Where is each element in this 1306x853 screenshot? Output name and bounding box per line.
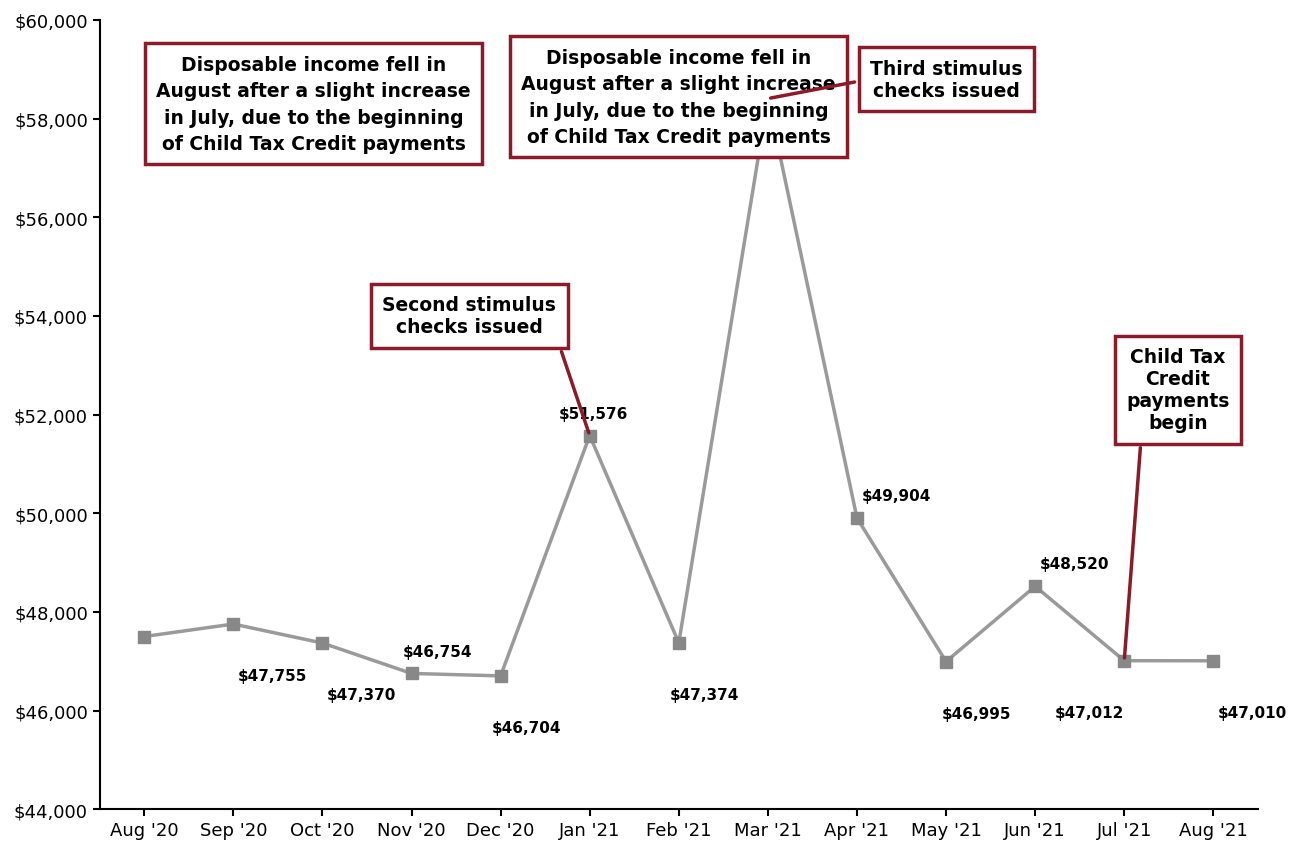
Text: $46,704: $46,704 (491, 721, 562, 735)
Text: $58,405: $58,405 (733, 70, 802, 84)
Text: Second stimulus
checks issued: Second stimulus checks issued (383, 296, 589, 433)
Text: $51,576: $51,576 (559, 406, 628, 421)
Text: $46,995: $46,995 (942, 706, 1011, 721)
Text: $47,374: $47,374 (670, 688, 739, 702)
Text: $47,755: $47,755 (238, 669, 307, 683)
Text: $47,010: $47,010 (1217, 705, 1286, 720)
Text: Disposable income fell in
August after a slight increase
in July, due to the beg: Disposable income fell in August after a… (157, 55, 471, 154)
Text: $49,904: $49,904 (862, 489, 931, 503)
Text: $48,520: $48,520 (1040, 557, 1109, 572)
Text: $46,754: $46,754 (402, 644, 471, 659)
Text: $47,370: $47,370 (326, 688, 396, 703)
Text: Third stimulus
checks issued: Third stimulus checks issued (771, 60, 1023, 101)
Text: Disposable income fell in
August after a slight increase
in July, due to the beg: Disposable income fell in August after a… (521, 49, 836, 147)
Text: $47,012: $47,012 (1055, 705, 1124, 720)
Text: Child Tax
Credit
payments
begin: Child Tax Credit payments begin (1124, 348, 1229, 659)
